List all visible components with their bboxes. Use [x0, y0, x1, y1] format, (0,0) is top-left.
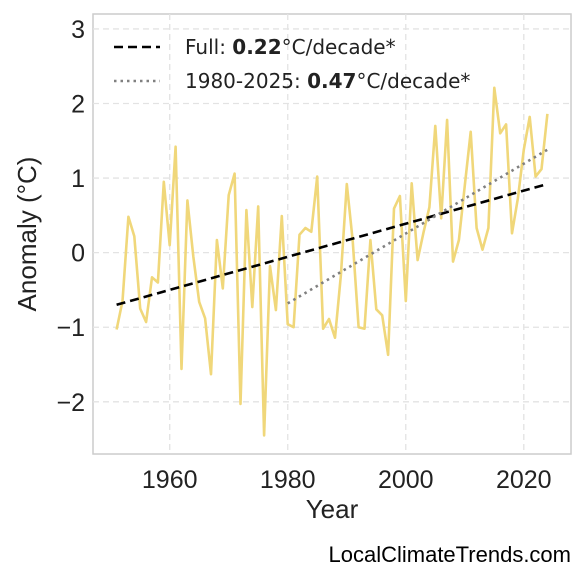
full-trend-line — [116, 182, 548, 307]
x-tick-label: 2000 — [378, 466, 434, 494]
x-tick-label: 1960 — [142, 466, 198, 494]
anomaly-series-line — [115, 86, 549, 437]
y-tick-label: 0 — [71, 240, 85, 268]
tick-labels: 1960 1980 2000 2020 3 2 1 0 −1 −2 — [56, 16, 551, 494]
legend-value: 0.22 — [232, 35, 281, 59]
legend-suffix: °C/decade* — [282, 35, 396, 59]
y-tick-label: 3 — [71, 16, 85, 44]
recent-trend-line — [287, 148, 549, 305]
legend-entry-recent: 1980-2025: 0.47°C/decade* — [185, 69, 470, 93]
plot-marks — [115, 86, 549, 437]
legend-prefix: 1980-2025: — [185, 69, 307, 93]
x-tick-label: 1980 — [260, 466, 316, 494]
legend-suffix: °C/decade* — [356, 69, 470, 93]
x-axis-label: Year — [306, 494, 359, 524]
y-tick-label: 1 — [71, 165, 85, 193]
x-tick-label: 2020 — [496, 466, 552, 494]
watermark: LocalClimateTrends.com — [328, 542, 572, 567]
y-tick-label: 2 — [71, 90, 85, 118]
legend-entry-full: Full: 0.22°C/decade* — [185, 35, 396, 59]
plot-area — [92, 13, 572, 455]
y-tick-label: −1 — [56, 314, 85, 342]
legend: Full: 0.22°C/decade* 1980-2025: 0.47°C/d… — [114, 35, 470, 93]
legend-prefix: Full: — [185, 35, 232, 59]
y-tick-label: −2 — [56, 389, 85, 417]
legend-value: 0.47 — [307, 69, 356, 93]
y-axis-label: Anomaly (°C) — [12, 157, 42, 312]
